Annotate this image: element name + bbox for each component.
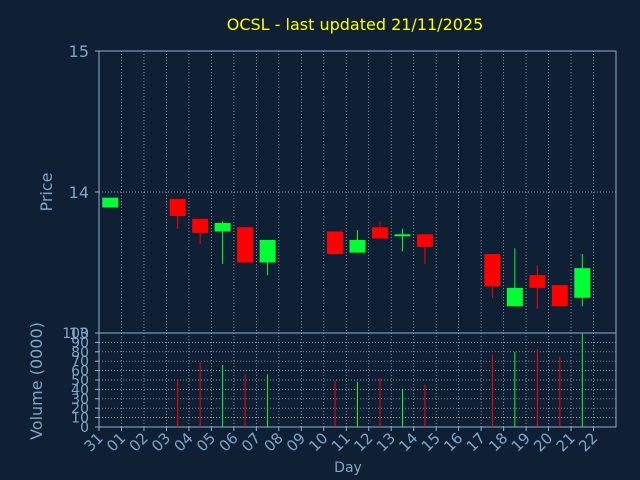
price-y-ticks: 13 14 15 bbox=[69, 42, 99, 343]
candle-body bbox=[237, 227, 254, 263]
volume-tick-label: 90 bbox=[71, 335, 89, 351]
volume-bars bbox=[177, 333, 583, 427]
volume-tick-label: 40 bbox=[71, 382, 89, 398]
volume-tick-label: 30 bbox=[71, 392, 89, 408]
volume-tick-label: 80 bbox=[71, 345, 89, 361]
price-axis-label: Price bbox=[37, 172, 56, 211]
candle-body bbox=[349, 239, 366, 253]
candle-body bbox=[529, 275, 546, 288]
candle-body bbox=[214, 223, 231, 232]
volume-tick-label: 20 bbox=[71, 401, 89, 417]
price-tick-label: 13 bbox=[69, 324, 89, 343]
price-panel: 13 14 15 Price bbox=[37, 42, 617, 343]
price-tick-label: 15 bbox=[69, 42, 89, 61]
candle-body bbox=[394, 234, 411, 237]
price-grid bbox=[99, 51, 616, 333]
candle-body bbox=[484, 254, 501, 287]
candle-body bbox=[259, 239, 276, 263]
candle-body bbox=[169, 199, 186, 216]
x-axis-label: Day bbox=[334, 460, 362, 476]
volume-tick-label: 60 bbox=[71, 364, 89, 380]
price-tick-label: 14 bbox=[69, 183, 89, 202]
candle-body bbox=[551, 285, 568, 307]
volume-tick-label: 70 bbox=[71, 354, 89, 370]
volume-tick-label: 10 bbox=[71, 411, 89, 427]
candles bbox=[102, 197, 591, 310]
candle-body bbox=[506, 287, 523, 307]
candle-body bbox=[327, 231, 344, 255]
candle-body bbox=[371, 227, 388, 239]
candle-body bbox=[192, 218, 209, 233]
candle-body bbox=[102, 197, 119, 208]
x-axis-ticks: 3101020304050607080910111213141516171819… bbox=[81, 427, 601, 455]
candle-body bbox=[574, 268, 591, 298]
candle-body bbox=[416, 234, 433, 247]
chart-title: OCSL - last updated 21/11/2025 bbox=[227, 15, 484, 34]
volume-tick-label: 0 bbox=[80, 420, 89, 436]
volume-tick-label: 100 bbox=[62, 326, 89, 342]
volume-tick-label: 50 bbox=[71, 373, 89, 389]
volume-axis-label: Volume (0000) bbox=[27, 322, 46, 440]
